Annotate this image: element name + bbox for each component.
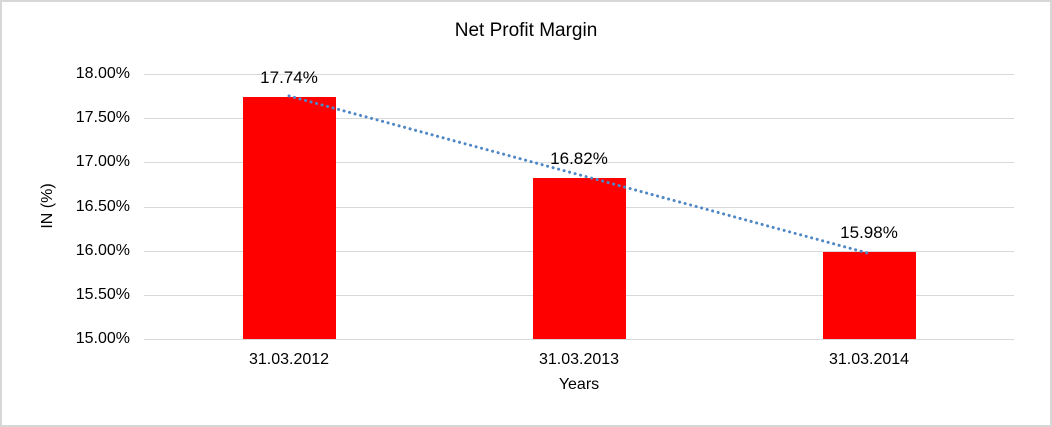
data-label: 15.98%: [840, 223, 898, 243]
data-label: 17.74%: [260, 67, 318, 87]
x-tick-label: 31.03.2013: [538, 351, 620, 368]
gridline: [144, 118, 1014, 119]
x-axis-title: Years: [558, 376, 600, 393]
y-tick-label: 17.00%: [75, 153, 130, 170]
trendline: [287, 94, 871, 255]
data-label: 16.82%: [550, 149, 608, 169]
y-tick-label: 18.00%: [75, 65, 130, 82]
y-tick-label: 16.00%: [75, 242, 130, 259]
y-tick-label: 17.50%: [75, 109, 130, 126]
chart-title: Net Profit Margin: [454, 20, 598, 41]
y-tick-label: 15.50%: [75, 286, 130, 303]
bar-31.03.2013: [532, 178, 626, 339]
x-tick-label: 31.03.2014: [828, 351, 910, 368]
y-tick-label: 16.50%: [75, 198, 130, 215]
gridline: [144, 339, 1014, 340]
gridline: [144, 74, 1014, 75]
gridline: [144, 162, 1014, 163]
bar-31.03.2012: [242, 96, 336, 339]
y-tick-label: 15.00%: [75, 330, 130, 347]
bar-31.03.2014: [822, 252, 916, 339]
x-tick-label: 31.03.2012: [248, 351, 330, 368]
plot-area: [144, 74, 1014, 340]
